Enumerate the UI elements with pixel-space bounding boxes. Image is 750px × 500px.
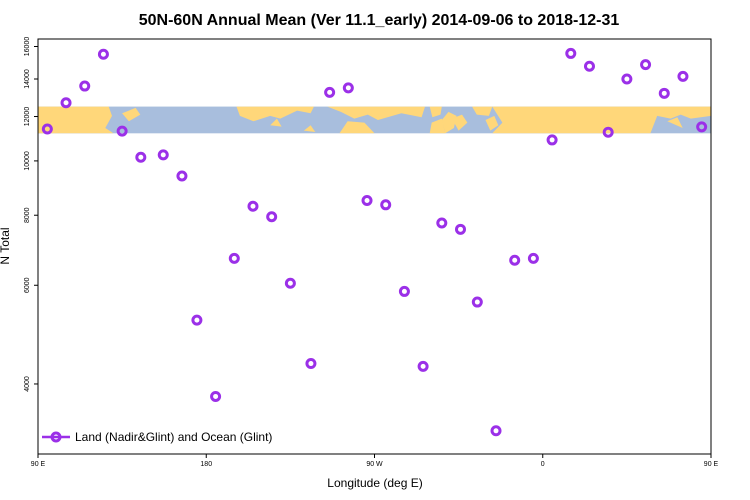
data-point [60,97,72,109]
data-point [696,121,708,133]
y-tick-label: 4000 [24,376,31,392]
y-tick-label: 14000 [24,69,31,89]
y-axis-label: N Total [0,227,12,264]
map-land-10 [451,114,468,131]
data-point [716,125,724,133]
y-tick-label: 8000 [24,207,31,223]
data-point [41,123,53,135]
y-tick-label: 6000 [24,277,31,293]
map-land-7 [429,106,442,118]
x-tick-label: 180 [200,461,212,468]
legend-marker [50,431,62,443]
map-land-6 [339,121,375,134]
map-land-14 [667,117,683,128]
data-point [602,126,614,138]
data-point [417,360,429,372]
data-point [490,425,502,437]
data-point [266,211,278,223]
data-point [342,82,354,94]
x-axis-label: Longitude (deg E) [327,476,422,490]
data-point [176,170,188,182]
data-point [546,134,558,146]
map-band-land [38,106,711,134]
map-land-5 [327,106,425,120]
data-point [471,296,483,308]
map-land-11 [472,106,493,116]
data-point [380,199,392,211]
data-point [135,151,147,163]
map-land-12 [485,115,499,131]
data-point [658,87,670,99]
y-tick-label: 16000 [24,37,31,57]
x-tick-label: 90 W [366,461,383,468]
legend: Land (Nadir&Glint) and Ocean (Glint) [42,430,272,444]
data-point [284,277,296,289]
map-land-9 [441,111,457,134]
data-point [735,99,743,107]
x-tick-label: 90 E [704,461,719,468]
map-land-4 [303,125,316,132]
data-point [157,149,169,161]
map-band [38,106,711,134]
x-axis-ticks: 90 E 180 90 W 0 90 E [31,454,719,468]
legend-label: Land (Nadir&Glint) and Ocean (Glint) [75,430,272,444]
data-point [398,285,410,297]
map-land-2 [236,106,314,122]
data-point [116,125,128,137]
data-point [247,200,259,212]
data-point [621,73,633,85]
data-point [210,390,222,402]
y-axis-ticks: 4000 6000 8000 10000 12000 14000 16000 [24,37,38,392]
chart-title: 50N-60N Annual Mean (Ver 11.1_early) 201… [139,12,620,29]
map-land-3 [270,118,282,127]
data-point [324,86,336,98]
data-point [640,59,652,71]
map-land-0 [38,106,114,134]
data-point [191,314,203,326]
map-land-13 [492,106,711,134]
y-tick-label: 10000 [24,151,31,171]
data-point [677,70,689,82]
data-point [436,217,448,229]
plot-frame [37,38,712,455]
data-point [454,223,466,235]
data-point [361,194,373,206]
series-points [41,47,743,437]
x-tick-label: 0 [541,461,545,468]
map-land-8 [429,118,446,134]
data-point [79,80,91,92]
data-point [97,48,109,60]
data-point [527,252,539,264]
data-point [509,254,521,266]
data-point [583,60,595,72]
data-point [305,358,317,370]
map-land-1 [122,107,141,122]
data-point [565,47,577,59]
x-tick-label: 90 E [31,461,46,468]
y-tick-label: 12000 [24,107,31,127]
data-point [228,252,240,264]
